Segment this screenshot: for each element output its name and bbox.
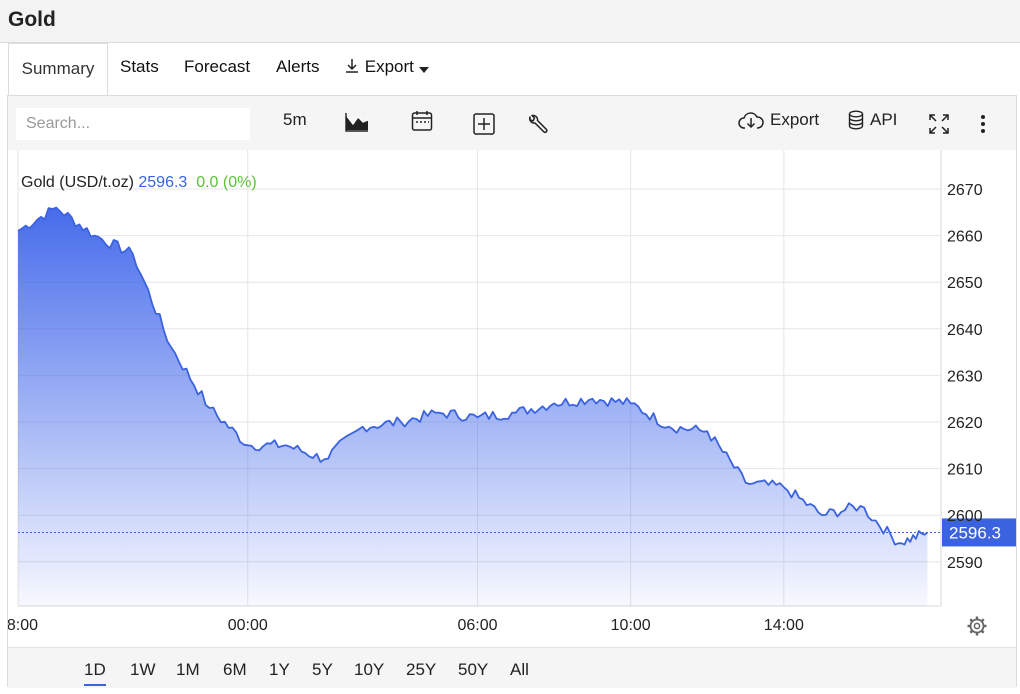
range-1w[interactable]: 1W bbox=[130, 660, 156, 679]
settings-gear-icon[interactable] bbox=[967, 616, 987, 636]
download-icon bbox=[346, 59, 358, 73]
range-selector: 1D 1W 1M 6M 1Y 5Y 10Y 25Y 50Y All bbox=[8, 647, 1016, 688]
export-button[interactable]: Export bbox=[738, 110, 819, 130]
x-tick-label: 18:00 bbox=[8, 617, 38, 634]
tab-bar: Summary Stats Forecast Alerts Export bbox=[0, 43, 1020, 95]
y-tick-label: 2660 bbox=[947, 229, 983, 246]
range-10y[interactable]: 10Y bbox=[354, 660, 385, 679]
tab-summary[interactable]: Summary bbox=[8, 43, 108, 95]
tab-forecast[interactable]: Forecast bbox=[184, 57, 251, 76]
price-line bbox=[17, 206, 928, 546]
price-area-fill bbox=[18, 207, 928, 606]
tab-export[interactable]: Export bbox=[344, 57, 429, 77]
api-button-label: API bbox=[870, 110, 898, 129]
x-tick-label: 00:00 bbox=[228, 617, 268, 634]
chart-type-icon[interactable] bbox=[345, 112, 369, 137]
caret-down-icon bbox=[418, 67, 429, 73]
database-icon bbox=[848, 110, 864, 130]
tab-stats[interactable]: Stats bbox=[120, 57, 159, 76]
y-tick-label: 2600 bbox=[947, 508, 983, 525]
range-1m[interactable]: 1M bbox=[176, 660, 200, 679]
chart-area: 2596.3 2590 2600 2610 2620 2630 2640 2650 2660 26… bbox=[8, 150, 1016, 647]
api-button[interactable]: API bbox=[848, 110, 897, 130]
legend-price: 2596.3 bbox=[138, 174, 188, 191]
search-input[interactable] bbox=[16, 108, 250, 140]
range-25y[interactable]: 25Y bbox=[406, 660, 437, 679]
price-chart[interactable]: 2596.3 2590 2600 2610 2620 2630 2640 2650 2660 26… bbox=[8, 150, 1016, 647]
title-bar: Gold bbox=[0, 0, 1020, 43]
last-price-tag-label: 2596.3 bbox=[949, 523, 1001, 542]
legend-change: 0.0 (0%) bbox=[196, 174, 257, 191]
last-price-tag bbox=[942, 518, 1016, 547]
y-tick-label: 2610 bbox=[947, 462, 983, 479]
x-tick-label: 14:00 bbox=[764, 617, 804, 634]
interval-button[interactable]: 5m bbox=[283, 110, 307, 129]
range-5y[interactable]: 5Y bbox=[312, 660, 333, 679]
more-options-icon[interactable] bbox=[980, 114, 986, 139]
y-tick-label: 2590 bbox=[947, 555, 983, 572]
add-indicator-icon[interactable] bbox=[473, 113, 495, 140]
page-title: Gold bbox=[8, 8, 56, 31]
chart-toolbar: 5m Export API bbox=[8, 96, 1016, 150]
calendar-icon[interactable] bbox=[411, 110, 433, 137]
x-tick-label: 06:00 bbox=[457, 617, 497, 634]
legend-series-name: Gold (USD/t.oz) bbox=[21, 174, 134, 191]
chart-legend: Gold (USD/t.oz) 2596.3 0.0 (0%) bbox=[21, 174, 257, 192]
y-tick-label: 2650 bbox=[947, 275, 983, 292]
y-tick-label: 2630 bbox=[947, 368, 983, 385]
cloud-download-icon bbox=[738, 112, 764, 129]
range-1y[interactable]: 1Y bbox=[269, 660, 290, 679]
export-button-label: Export bbox=[770, 110, 820, 129]
wrench-icon[interactable] bbox=[526, 114, 548, 141]
range-6m[interactable]: 6M bbox=[223, 660, 247, 679]
fullscreen-icon[interactable] bbox=[928, 113, 950, 140]
x-tick-label: 10:00 bbox=[611, 617, 651, 634]
tab-alerts[interactable]: Alerts bbox=[276, 57, 320, 76]
range-1d[interactable]: 1D bbox=[84, 660, 106, 686]
tab-export-label: Export bbox=[364, 57, 414, 76]
y-tick-label: 2620 bbox=[947, 415, 983, 432]
range-50y[interactable]: 50Y bbox=[458, 660, 489, 679]
y-tick-label: 2670 bbox=[947, 182, 983, 199]
y-tick-label: 2640 bbox=[947, 322, 983, 339]
chart-panel: 5m Export API 2596.3 2590 2600 2610 2620 2630… bbox=[7, 95, 1017, 688]
range-all[interactable]: All bbox=[510, 660, 529, 679]
